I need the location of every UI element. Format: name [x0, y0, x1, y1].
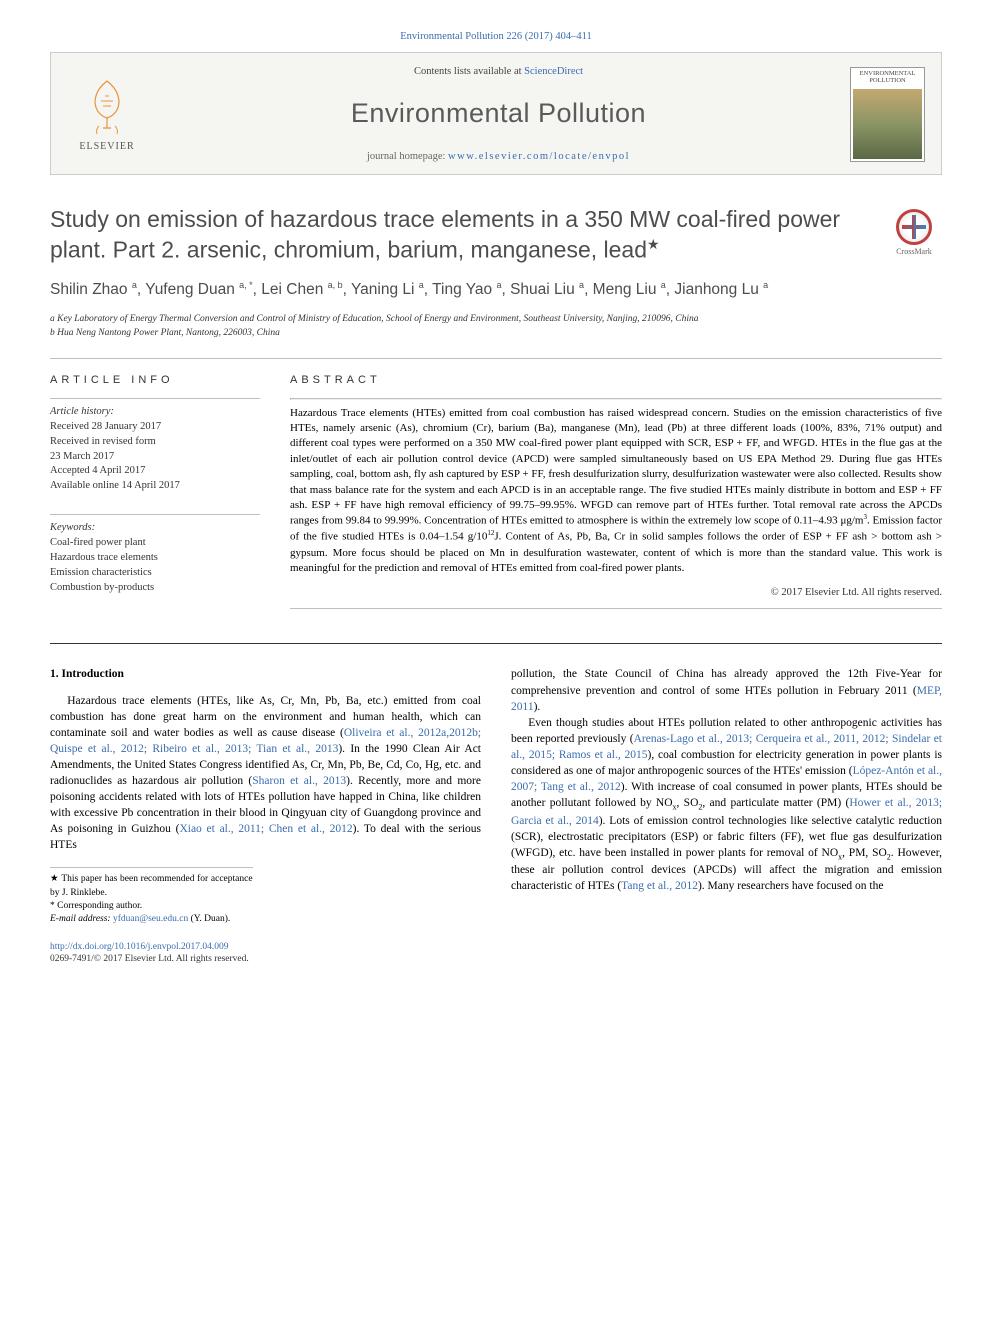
keywords-label: Keywords: — [50, 521, 260, 536]
footnote-corresponding: * Corresponding author. — [50, 900, 253, 913]
crossmark-label: CrossMark — [896, 247, 932, 258]
keyword: Emission characteristics — [50, 566, 260, 581]
history-line: Accepted 4 April 2017 — [50, 464, 260, 479]
body-paragraph: Hazardous trace elements (HTEs, like As,… — [50, 693, 481, 854]
footnote-email: E-mail address: yfduan@seu.edu.cn (Y. Du… — [50, 913, 253, 926]
abstract-column: ABSTRACT Hazardous Trace elements (HTEs)… — [290, 373, 942, 614]
sciencedirect-link[interactable]: ScienceDirect — [524, 66, 583, 77]
divider — [50, 398, 260, 399]
article-info-column: ARTICLE INFO Article history: Received 2… — [50, 373, 260, 614]
body-text: 1. Introduction Hazardous trace elements… — [50, 666, 942, 926]
footnotes-block: ★ This paper has been recommended for ac… — [50, 867, 253, 926]
history-line: 23 March 2017 — [50, 450, 260, 465]
history-line: Received 28 January 2017 — [50, 420, 260, 435]
affiliation-b: b Hua Neng Nantong Power Plant, Nantong,… — [50, 327, 942, 340]
affiliations: a Key Laboratory of Energy Thermal Conve… — [50, 313, 942, 340]
abstract-copyright: © 2017 Elsevier Ltd. All rights reserved… — [290, 586, 942, 600]
citation-header: Environmental Pollution 226 (2017) 404–4… — [50, 30, 942, 44]
abstract-text: Hazardous Trace elements (HTEs) emitted … — [290, 406, 942, 577]
keyword: Hazardous trace elements — [50, 551, 260, 566]
publisher-name: ELSEVIER — [79, 140, 134, 154]
divider — [50, 358, 942, 359]
history-line: Available online 14 April 2017 — [50, 479, 260, 494]
email-label: E-mail address: — [50, 914, 111, 924]
citation-link[interactable]: Environmental Pollution 226 (2017) 404–4… — [400, 31, 592, 42]
journal-name: Environmental Pollution — [147, 95, 850, 131]
divider — [290, 398, 942, 400]
body-paragraph: pollution, the State Council of China ha… — [511, 666, 942, 714]
homepage-label: journal homepage: — [367, 151, 445, 162]
journal-banner: ELSEVIER Contents lists available at Sci… — [50, 52, 942, 175]
contents-line: Contents lists available at ScienceDirec… — [147, 65, 850, 79]
email-link[interactable]: yfduan@seu.edu.cn — [113, 914, 188, 924]
homepage-link[interactable]: www.elsevier.com/locate/envpol — [448, 151, 630, 162]
journal-cover-thumbnail: ENVIRONMENTAL POLLUTION — [850, 67, 925, 162]
publisher-logo-block: ELSEVIER — [67, 76, 147, 154]
doi-link[interactable]: http://dx.doi.org/10.1016/j.envpol.2017.… — [50, 942, 228, 952]
crossmark-badge[interactable]: CrossMark — [886, 209, 942, 258]
history-label: Article history: — [50, 405, 260, 420]
divider — [290, 608, 942, 609]
affiliation-a: a Key Laboratory of Energy Thermal Conve… — [50, 313, 942, 326]
authors-line: Shilin Zhao a, Yufeng Duan a, *, Lei Che… — [50, 279, 942, 301]
body-paragraph: Even though studies about HTEs pollution… — [511, 715, 942, 895]
divider — [50, 514, 260, 515]
crossmark-icon — [896, 209, 932, 245]
email-suffix: (Y. Duan). — [191, 914, 231, 924]
abstract-label: ABSTRACT — [290, 373, 942, 388]
doi-block: http://dx.doi.org/10.1016/j.envpol.2017.… — [50, 941, 942, 967]
section-heading: 1. Introduction — [50, 666, 481, 682]
homepage-line: journal homepage: www.elsevier.com/locat… — [147, 150, 850, 164]
cover-title: ENVIRONMENTAL POLLUTION — [851, 68, 924, 87]
keyword: Coal-fired power plant — [50, 536, 260, 551]
history-line: Received in revised form — [50, 435, 260, 450]
elsevier-tree-icon — [81, 76, 133, 136]
footnote-recommended: ★ This paper has been recommended for ac… — [50, 873, 253, 900]
title-text: Study on emission of hazardous trace ele… — [50, 206, 840, 263]
issn-copyright: 0269-7491/© 2017 Elsevier Ltd. All right… — [50, 954, 249, 964]
info-label: ARTICLE INFO — [50, 373, 260, 388]
keyword: Combustion by-products — [50, 581, 260, 596]
contents-label: Contents lists available at — [414, 66, 522, 77]
divider-dark — [50, 643, 942, 644]
cover-image — [853, 89, 922, 159]
title-footnote-marker: ★ — [647, 236, 660, 252]
article-title: Study on emission of hazardous trace ele… — [50, 205, 866, 265]
